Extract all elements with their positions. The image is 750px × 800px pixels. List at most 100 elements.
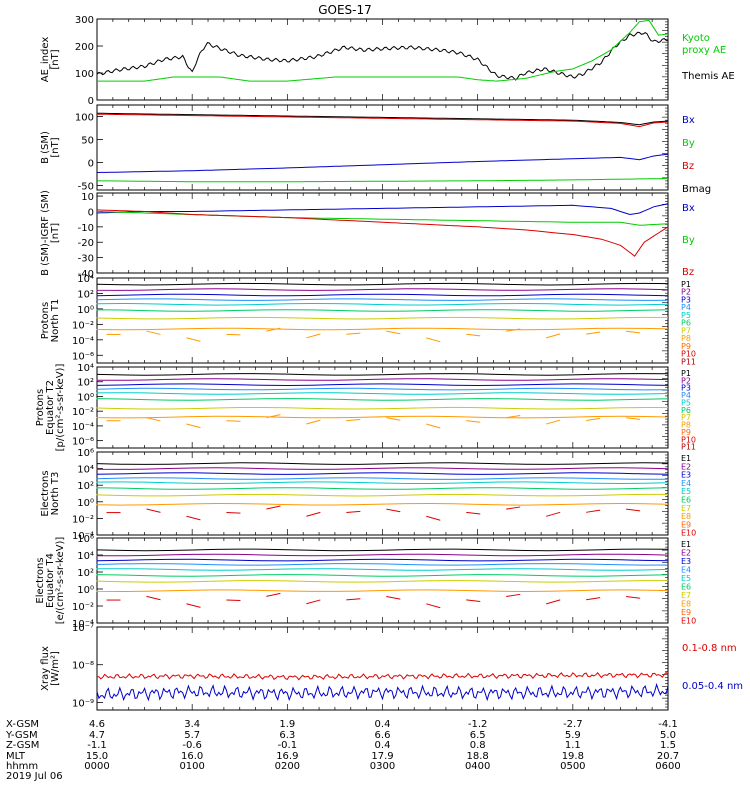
x-axis-value: 5.0 xyxy=(660,730,676,741)
legend-label: P2 xyxy=(681,288,691,297)
x-axis-row-label: Z-GSM xyxy=(6,740,39,751)
x-axis-value: 0200 xyxy=(275,761,300,772)
series-line xyxy=(97,19,669,82)
y-tick-label: 100 xyxy=(75,112,94,123)
flux-low-segment xyxy=(506,506,521,510)
flux-low-segment xyxy=(146,508,161,513)
flux-low-segment xyxy=(586,331,601,335)
y-tick-label: 10² xyxy=(77,378,94,389)
flux-low-segment xyxy=(626,417,641,420)
flux-level-line xyxy=(96,558,669,562)
flux-level-line xyxy=(96,472,669,475)
legend-label: P7 xyxy=(681,326,691,335)
legend-label: Bz xyxy=(682,161,694,172)
series-line xyxy=(96,178,669,183)
legend-label: By xyxy=(682,138,695,149)
x-axis-value: -1.2 xyxy=(468,719,488,730)
panel-frame xyxy=(96,451,669,536)
flux-low-segment xyxy=(186,603,201,608)
x-axis-value: 19.8 xyxy=(562,751,584,762)
flux-low-segment xyxy=(226,599,241,602)
legend-label: Bz xyxy=(682,267,694,278)
flux-low-segment xyxy=(466,420,481,423)
legend-label: P6 xyxy=(681,319,691,328)
y-axis-label: [nT] xyxy=(50,49,61,69)
x-axis-value: 6.5 xyxy=(470,730,486,741)
flux-level-line xyxy=(96,398,669,401)
flux-level-line xyxy=(96,316,669,320)
x-axis-value: 4.7 xyxy=(89,730,105,741)
flux-level-line xyxy=(96,563,669,566)
legend-label: P8 xyxy=(681,421,691,430)
flux-level-line xyxy=(96,553,669,557)
flux-low-segment xyxy=(546,511,561,517)
legend-label: E8 xyxy=(681,600,691,609)
y-tick-label: 10⁻⁴ xyxy=(72,619,94,630)
x-axis-value: 0600 xyxy=(655,761,680,772)
x-axis-value: 0400 xyxy=(465,761,490,772)
legend-label: E7 xyxy=(681,504,691,513)
flux-level-line xyxy=(96,406,668,410)
flux-level-line xyxy=(96,288,669,291)
series-line xyxy=(96,671,669,681)
legend-label: P3 xyxy=(681,295,691,304)
x-axis-value: 0500 xyxy=(560,761,585,772)
y-tick-label: -10 xyxy=(78,223,94,234)
y-tick-label: 200 xyxy=(75,42,94,53)
flux-level-line xyxy=(96,383,669,387)
flux-level-line xyxy=(96,387,669,391)
y-tick-label: 0 xyxy=(88,96,94,107)
flux-low-segment xyxy=(346,419,361,422)
y-axis-label: [nT] xyxy=(50,137,61,157)
y-axis-label: B (SM) xyxy=(40,131,51,164)
legend-label: Bmag xyxy=(682,184,711,195)
y-tick-label: -40 xyxy=(78,269,94,280)
y-axis-label: North T1 xyxy=(50,299,61,343)
panel-xray: 10⁻⁷ 10⁻⁸ 10⁻⁹ Xray flux [W/m²] 0.1-0.8 nm 0.0… xyxy=(40,623,743,711)
legend-label: E3 xyxy=(681,557,691,566)
flux-level-line xyxy=(96,481,669,485)
flux-low-segment xyxy=(306,419,321,425)
y-axis-label: AE_index xyxy=(40,37,51,83)
plot-title: GOES-17 xyxy=(318,3,372,17)
legend-label: P5 xyxy=(681,398,691,407)
flux-low-segment xyxy=(506,328,521,332)
y-axis-label: [e/(cm²-s-sr-keV)] xyxy=(55,537,66,625)
y-tick-label: 10⁴ xyxy=(77,551,94,562)
flux-level-line xyxy=(96,548,669,552)
legend-label: E10 xyxy=(681,617,696,626)
flux-low-segment xyxy=(186,423,201,429)
x-axis-value: 4.6 xyxy=(89,719,105,730)
flux-level-line xyxy=(96,293,669,297)
y-tick-label: 10⁻⁴ xyxy=(72,336,94,347)
flux-level-line xyxy=(96,378,669,381)
flux-low-segment xyxy=(306,333,321,339)
y-tick-label: 10⁶ xyxy=(77,448,94,459)
x-axis-value: 5.9 xyxy=(565,730,581,741)
flux-low-segment xyxy=(306,511,321,517)
legend-label: Bx xyxy=(682,203,695,214)
flux-low-segment xyxy=(266,327,281,332)
flux-level-line xyxy=(96,493,668,497)
flux-low-segment xyxy=(306,599,321,605)
x-axis-row-label: X-GSM xyxy=(6,719,39,730)
x-axis-row-label: Y-GSM xyxy=(5,730,38,741)
panel-bsm: 100 50 0 -50 B (SM) [nT] Bx By Bz Bmag xyxy=(40,104,711,195)
x-axis-value: 0.4 xyxy=(375,719,391,730)
y-tick-label: 10⁴ xyxy=(77,363,94,374)
flux-low-segment xyxy=(186,337,201,342)
y-axis-label: Equator T4 xyxy=(45,553,56,608)
legend-label: P1 xyxy=(681,280,691,289)
flux-low-segment xyxy=(226,512,241,514)
x-axis-row-label: 2019 Jul 06 xyxy=(6,771,63,782)
flux-level-line xyxy=(96,580,668,583)
series-line xyxy=(96,682,669,702)
x-axis-value: 1.9 xyxy=(279,719,295,730)
legend-label: 0.05-0.4 nm xyxy=(682,681,743,692)
panel-eequator: 10⁶ 10⁴ 10² 10⁰ 10⁻² 10⁻⁴ Electrons Equator T4[… xyxy=(35,534,696,630)
legend-label: P6 xyxy=(681,406,691,415)
y-axis-label: B (SM)-IGRF (SM) xyxy=(40,190,51,276)
y-tick-label: 10⁻² xyxy=(72,407,94,418)
